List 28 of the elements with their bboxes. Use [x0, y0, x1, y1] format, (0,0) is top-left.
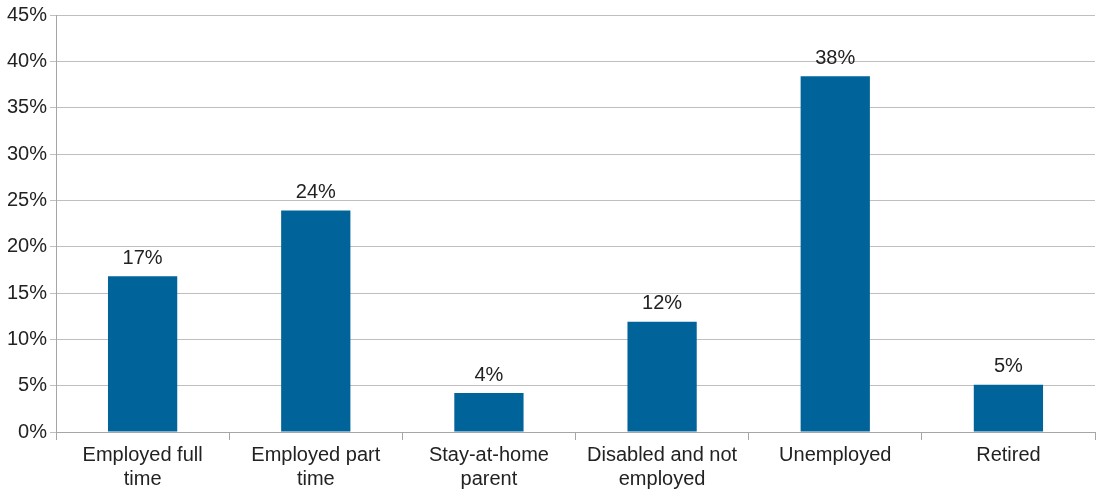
- y-tick-label: 10%: [7, 326, 48, 349]
- x-tick-label: Retired: [976, 442, 1041, 465]
- bar: [454, 393, 524, 432]
- data-label: 4%: [474, 362, 504, 385]
- data-label: 24%: [295, 180, 336, 203]
- y-tick-label: 35%: [7, 95, 48, 118]
- x-tick-label: Stay-at-home parent: [428, 442, 549, 489]
- data-label: 38%: [815, 45, 856, 68]
- x-tick-label: Employed full time: [82, 442, 203, 489]
- data-label: 17%: [122, 245, 163, 268]
- x-tick-label: Employed part time: [251, 442, 381, 489]
- y-tick-label: 0%: [18, 419, 48, 442]
- y-tick-label: 30%: [7, 141, 48, 164]
- y-tick-label: 45%: [7, 2, 48, 25]
- y-tick-label: 25%: [7, 187, 48, 210]
- x-tick-label: Unemployed: [779, 442, 892, 465]
- bar: [627, 321, 697, 432]
- data-label: 5%: [993, 354, 1024, 377]
- bar: [800, 76, 870, 432]
- y-tick-label: 20%: [7, 234, 48, 257]
- x-tick-label: Disabled and not employed: [587, 442, 738, 489]
- y-tick-label: 15%: [7, 280, 48, 303]
- data-label: 12%: [642, 291, 683, 314]
- y-tick-label: 40%: [7, 48, 48, 71]
- bar: [107, 276, 178, 432]
- y-tick-label: 5%: [18, 373, 48, 396]
- bar: [281, 210, 351, 432]
- bar: [973, 384, 1044, 432]
